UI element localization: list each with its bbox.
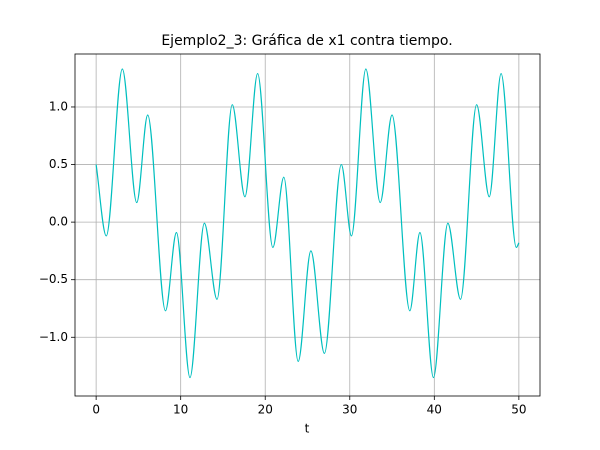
y-tick-label: 0.5 — [49, 157, 68, 171]
y-tick-label: 1.0 — [49, 99, 68, 113]
x-tick-label: 0 — [92, 403, 100, 417]
chart-title: Ejemplo2_3: Gráfica de x1 contra tiempo. — [161, 33, 452, 49]
x-tick-label: 50 — [511, 403, 526, 417]
x-tick-label: 40 — [427, 403, 442, 417]
x-axis-label: t — [305, 422, 310, 436]
x-tick-label: 10 — [173, 403, 188, 417]
x-tick-label: 30 — [342, 403, 357, 417]
plot-frame — [74, 53, 541, 397]
y-tick-label: −0.5 — [39, 272, 68, 286]
data-line — [95, 68, 520, 379]
y-tick-label: −1.0 — [39, 330, 68, 344]
y-tick-label: 0.0 — [49, 215, 68, 229]
x-tick-label: 20 — [258, 403, 273, 417]
